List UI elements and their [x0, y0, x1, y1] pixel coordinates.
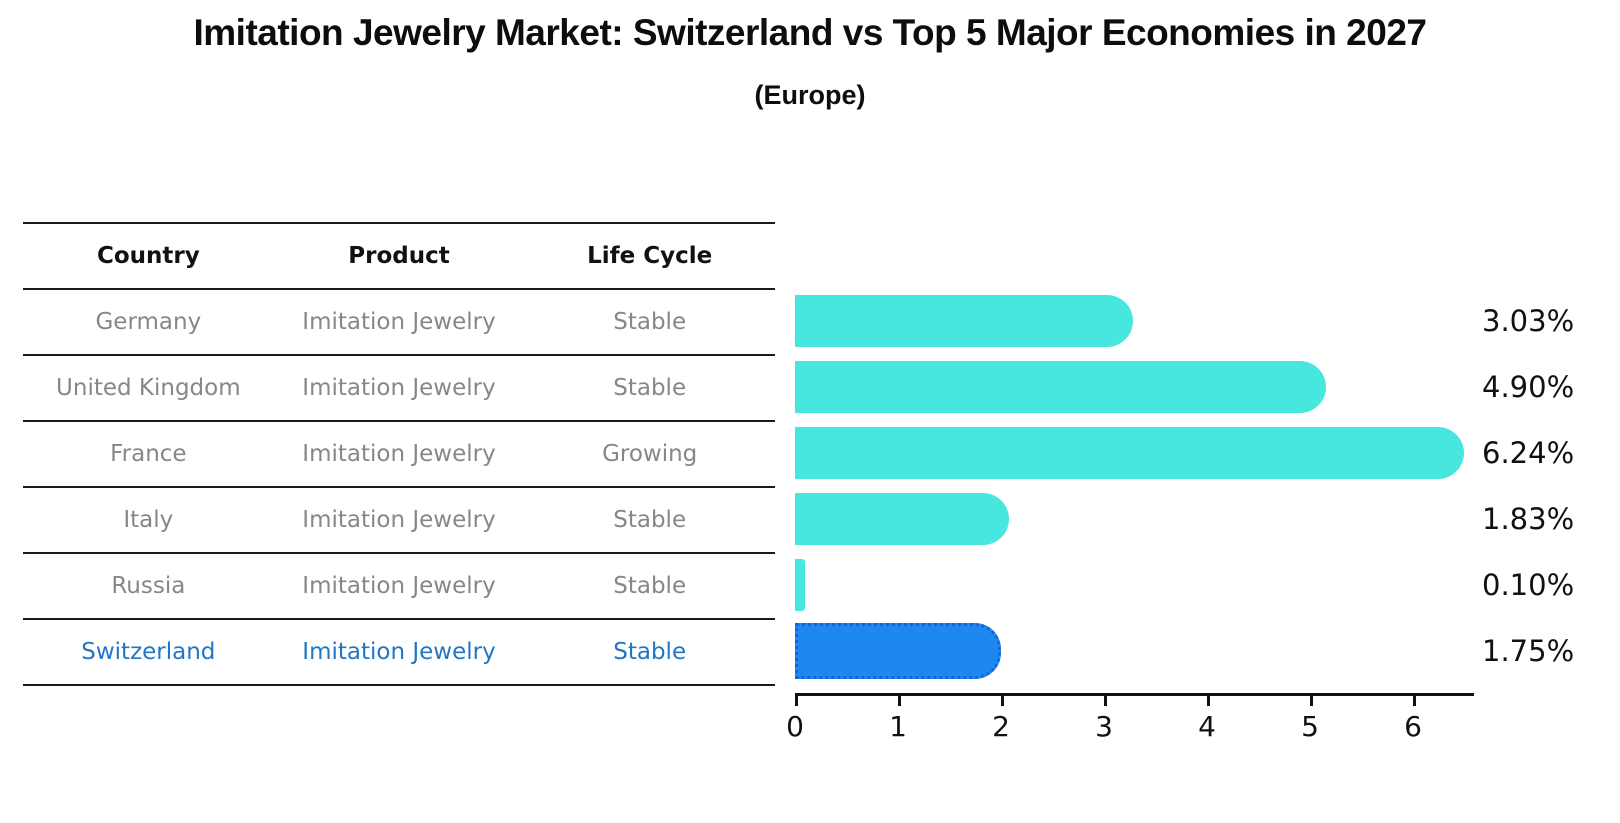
- table-cell-country: Germany: [95, 309, 202, 335]
- table-cell-life-cycle: Stable: [613, 375, 687, 401]
- table-cell-country: Switzerland: [81, 639, 216, 665]
- table-cell-life-cycle: Stable: [613, 639, 687, 665]
- x-axis-tick-label: 2: [992, 710, 1010, 743]
- country-table: Country Product Life Cycle Germany Imitat…: [23, 222, 775, 686]
- x-axis-tick-label: 1: [889, 710, 907, 743]
- table-cell-country: Italy: [123, 507, 174, 533]
- bar-value-label: 1.75%: [1482, 634, 1575, 668]
- table-cell-life-cycle: Growing: [602, 441, 698, 467]
- x-axis-tick: [795, 695, 798, 706]
- x-axis-tick-label: 0: [786, 710, 804, 743]
- table-cell-country: France: [110, 441, 187, 467]
- bar: [795, 361, 1326, 413]
- x-axis-tick-label: 5: [1301, 710, 1319, 743]
- table-row: France Imitation Jewelry Growing: [23, 422, 775, 488]
- table-row: United Kingdom Imitation Jewelry Stable: [23, 356, 775, 422]
- table-cell-product: Imitation Jewelry: [302, 375, 496, 401]
- chart-subtitle: (Europe): [754, 80, 866, 110]
- table-cell-product: Imitation Jewelry: [302, 507, 496, 533]
- column-header-country: Country: [96, 243, 200, 269]
- table-header-row: Country Product Life Cycle: [23, 224, 775, 290]
- column-header-lifecycle: Life Cycle: [587, 243, 713, 269]
- table-cell-product: Imitation Jewelry: [302, 573, 496, 599]
- bar: [795, 427, 1464, 479]
- table-cell-life-cycle: Stable: [613, 507, 687, 533]
- x-axis-tick: [1104, 695, 1107, 706]
- table-row: Russia Imitation Jewelry Stable: [23, 554, 775, 620]
- table-row: Italy Imitation Jewelry Stable: [23, 488, 775, 554]
- table-cell-country: United Kingdom: [56, 375, 241, 401]
- x-axis-line: [795, 693, 1474, 696]
- bar-value-label: 0.10%: [1482, 568, 1575, 602]
- table-cell-life-cycle: Stable: [613, 309, 687, 335]
- chart-title: Imitation Jewelry Market: Switzerland vs…: [193, 12, 1427, 53]
- table-cell-product: Imitation Jewelry: [302, 309, 496, 335]
- x-axis-tick: [1413, 695, 1416, 706]
- x-axis-tick-label: 4: [1198, 710, 1216, 743]
- x-axis-tick: [1207, 695, 1210, 706]
- x-axis-tick-label: 3: [1095, 710, 1113, 743]
- table-body: Germany Imitation Jewelry Stable United Kin…: [23, 290, 775, 686]
- bar: [795, 559, 805, 611]
- bar-value-label: 6.24%: [1482, 436, 1575, 470]
- bar-value-label: 3.03%: [1482, 304, 1575, 338]
- table-row: Germany Imitation Jewelry Stable: [23, 290, 775, 356]
- table-cell-product: Imitation Jewelry: [302, 639, 496, 665]
- bar: [795, 493, 1009, 545]
- bar-switzerland-highlighted: [795, 623, 1001, 679]
- column-header-product: Product: [348, 243, 450, 269]
- table-row: Switzerland Imitation Jewelry Stable: [23, 620, 775, 686]
- bar-value-label: 4.90%: [1482, 370, 1575, 404]
- table-cell-life-cycle: Stable: [613, 573, 687, 599]
- x-axis-tick: [898, 695, 901, 706]
- table-cell-product: Imitation Jewelry: [302, 441, 496, 467]
- bar-value-label: 1.83%: [1482, 502, 1575, 536]
- x-axis-tick-label: 6: [1404, 710, 1422, 743]
- x-axis-tick: [1310, 695, 1313, 706]
- table-cell-country: Russia: [111, 573, 186, 599]
- x-axis-tick: [1001, 695, 1004, 706]
- bar: [795, 295, 1133, 347]
